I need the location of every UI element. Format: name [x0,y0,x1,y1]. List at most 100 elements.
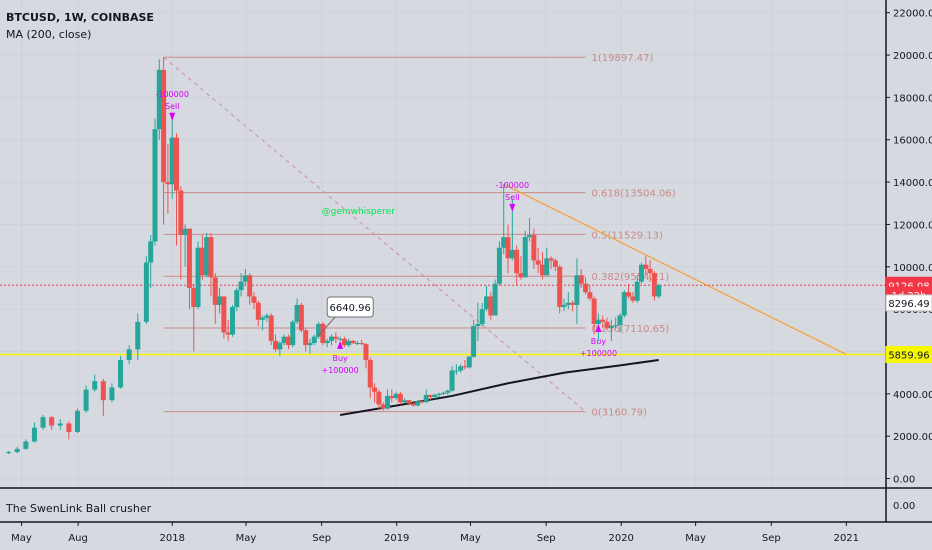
candle-body [518,273,524,278]
indicator-legend[interactable]: The SwenLink Ball crusher [6,502,152,515]
candle [488,292,494,320]
callout-pointer [316,316,336,338]
candle [303,328,309,352]
candle-body [595,319,601,324]
candle-body [74,410,80,432]
candle [475,302,481,341]
candle [346,338,352,348]
candle [247,273,253,305]
candle-body [212,277,218,305]
candle [565,292,571,310]
candle [285,334,291,350]
price-badge: 8296.49 [885,294,932,312]
candle [514,245,520,286]
candle [626,283,632,299]
candle-body [604,321,610,329]
signal-type-label: Sell [505,193,519,202]
candle [178,186,184,280]
candle-body [410,403,416,406]
fib-level-label: 1(19897.47) [592,53,654,64]
callout-box [326,296,374,318]
candle [634,275,640,303]
signal-type-label: Buy [591,337,607,346]
signal-type-label: Buy [332,354,348,363]
candle [583,277,589,295]
candle [479,302,485,327]
candle-body [565,302,571,305]
candle [402,398,408,404]
candle [49,416,55,430]
candle-body [393,393,399,399]
time-axis: May Aug 2018 May Sep 2019 May Sep 2020 May Sep 2021 [11,522,859,544]
y-tick-label: 10000.00 [893,263,932,274]
candle-body [229,307,235,335]
buy-arrow-icon [595,323,602,332]
ma-legend[interactable]: MA (200, close) [6,28,92,41]
candle-body [647,268,653,274]
fib-level-label: 0.618(13504.06) [592,189,676,200]
candle-body [397,393,403,403]
candle [436,392,442,398]
candle [544,247,550,276]
x-tick-label: 2018 [159,533,184,544]
candle [320,321,326,346]
candle-body [337,338,343,340]
candle-body [617,315,623,326]
price-callout: 6640.96 [316,296,374,338]
candle-body [359,343,365,345]
sell-signal-marker: -100000 Sell [496,181,529,212]
candle [174,133,180,246]
candle-body [492,283,498,316]
candle [591,296,597,335]
candle-body [552,260,558,267]
buy-signal-marker: Buy +100000 [321,340,359,375]
candle [449,366,455,392]
candle [552,258,558,272]
candle [574,258,580,324]
candle-body [199,247,205,276]
x-tick-label: 2021 [834,533,859,544]
price-badge-label: 8296.49 [888,299,929,310]
grid-lines [0,0,886,487]
candle [428,394,434,401]
candle-body [638,264,644,282]
candle-body [557,266,563,308]
candle [329,334,335,346]
price-badge: 5859.96 [885,345,932,363]
candle-body [643,264,649,269]
candle-body [587,292,593,299]
candle-body [402,400,408,403]
candle-body [574,275,580,305]
candle-body [449,370,455,391]
candle [522,230,528,278]
candle [152,118,158,246]
candle-body [626,292,632,297]
candle-body [135,321,141,350]
candle [617,313,623,333]
candle [359,339,365,346]
candle-body [621,292,627,316]
candle-body [634,281,640,301]
candle-body [527,235,533,238]
candle-body [57,423,63,426]
symbol-legend[interactable]: BTCUSD, 1W, COINBASE [6,11,154,24]
candle-body [126,349,132,360]
y-tick-label: 18000.00 [893,93,932,104]
candle [389,389,395,403]
candle-body [440,392,446,394]
candle-body [66,423,72,432]
candle-body [372,387,378,392]
candle [118,355,124,389]
candle-body [651,273,657,297]
candle-body [156,69,162,130]
candle [419,400,425,404]
sell-signal-marker: -100000 Sell [155,90,189,121]
candle [531,228,537,269]
candle-body [14,448,20,453]
candle-body [535,260,541,265]
candle-body [217,296,223,305]
candle-body [380,404,386,409]
candle [363,343,369,369]
